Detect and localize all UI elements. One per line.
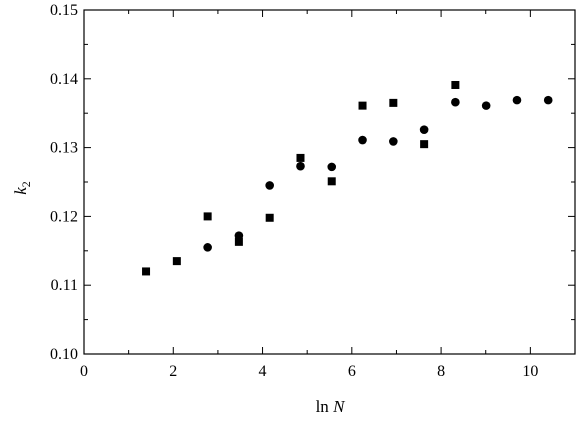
circle-marker: [419, 125, 429, 135]
x-tick-label: 4: [259, 363, 267, 380]
y-tick-label: 0.10: [50, 346, 78, 363]
circle-marker: [389, 137, 398, 146]
circle-marker: [543, 95, 553, 105]
x-tick-label: 8: [437, 363, 445, 380]
circle-marker: [451, 97, 460, 107]
y-axis-label-variable: k: [11, 187, 30, 195]
x-tick-label: 6: [348, 363, 356, 380]
data-points: [142, 80, 553, 276]
square-marker: [265, 213, 274, 222]
x-tick-label: 10: [522, 363, 538, 380]
square-marker: [451, 80, 460, 89]
square-marker: [358, 101, 367, 110]
y-tick-label: 0.14: [50, 71, 78, 88]
x-tick-label: 0: [80, 363, 88, 380]
tick-labels: 0 2 4 6 8 10 0.10 0.11 0.12 0.13 0.14 0.15: [50, 2, 538, 380]
x-axis-label: ln N: [316, 397, 346, 416]
square-marker: [172, 257, 181, 266]
square-marker: [142, 267, 151, 276]
square-marker: [327, 177, 336, 186]
x-axis-label-variable: N: [332, 397, 346, 416]
axis-ticks: [83, 9, 576, 355]
circle-marker: [512, 95, 522, 105]
x-tick-label: 2: [169, 363, 177, 380]
circle-marker: [265, 181, 274, 190]
circle-marker: [358, 135, 367, 145]
circle-marker: [296, 161, 305, 171]
x-axis-label-text: ln: [316, 397, 333, 416]
circle-marker: [481, 101, 491, 110]
square-marker: [389, 98, 398, 107]
y-tick-label: 0.12: [50, 208, 78, 225]
square-marker: [203, 212, 212, 221]
y-axis-label-subscript: 2: [19, 181, 33, 187]
y-tick-label: 0.13: [50, 140, 78, 157]
y-tick-label: 0.15: [50, 2, 78, 19]
square-marker: [296, 153, 305, 162]
square-marker: [234, 237, 243, 246]
circle-marker: [327, 162, 337, 172]
y-tick-label: 0.11: [51, 277, 78, 294]
circle-marker: [234, 231, 244, 240]
square-marker: [420, 140, 429, 149]
y-axis-label: k2: [11, 181, 33, 195]
circle-marker: [203, 243, 212, 252]
